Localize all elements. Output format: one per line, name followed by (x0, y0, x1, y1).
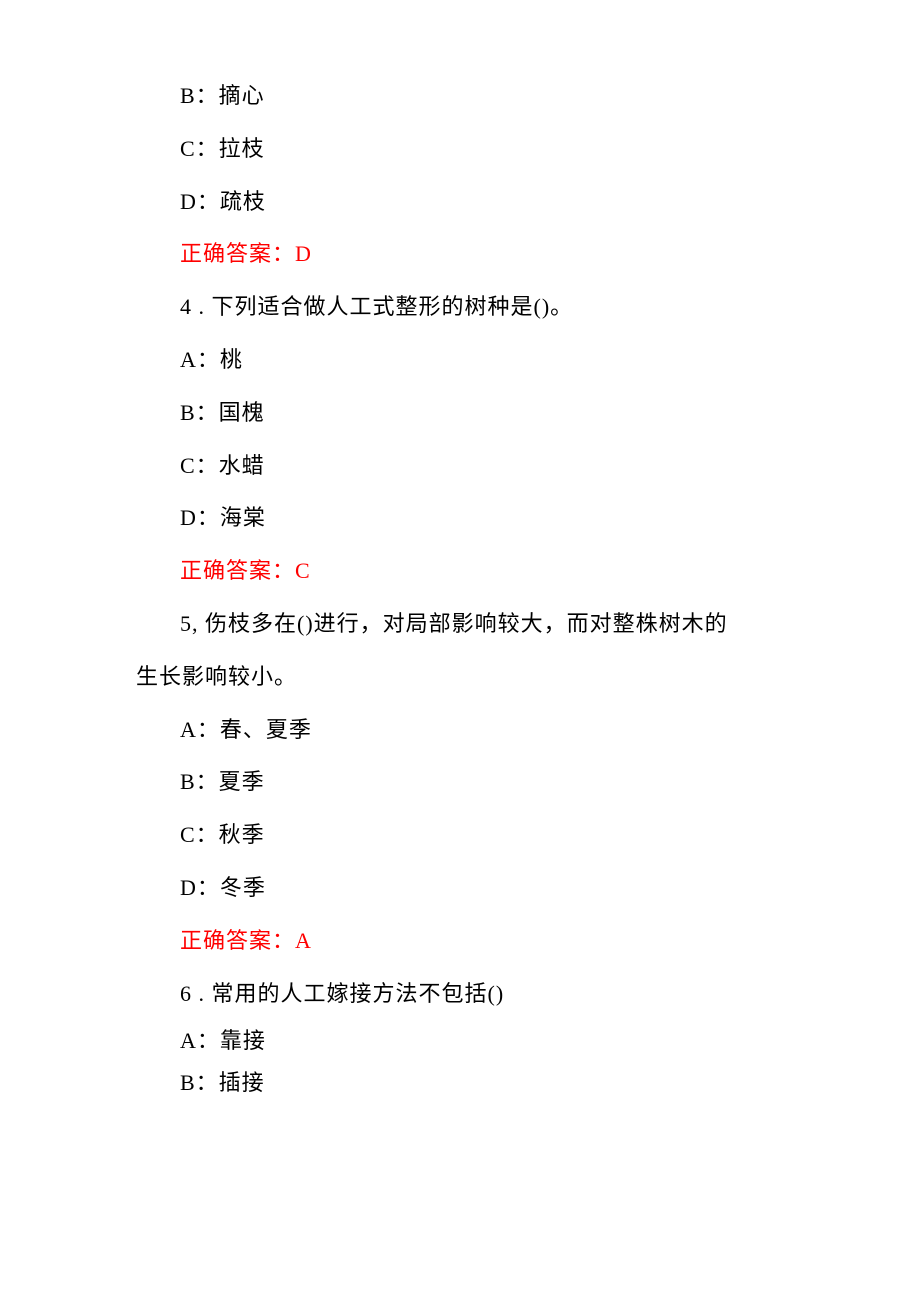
q3-option-c: C：拉枝 (180, 123, 800, 176)
q4-answer: 正确答案：C (180, 545, 800, 598)
q5-option-d: D：冬季 (180, 862, 800, 915)
q5-answer: 正确答案：A (180, 915, 800, 968)
q6-option-a: A：靠接 (180, 1020, 800, 1062)
q4-stem: 4 . 下列适合做人工式整形的树种是()。 (180, 281, 800, 334)
q6-option-b: B：插接 (180, 1062, 800, 1104)
document-page: B：摘心 C：拉枝 D：疏枝 正确答案：D 4 . 下列适合做人工式整形的树种是… (0, 0, 920, 1164)
q3-option-b: B：摘心 (180, 70, 800, 123)
q5-option-c: C：秋季 (180, 809, 800, 862)
q5-stem-line1: 5, 伤枝多在()进行，对局部影响较大，而对整株树木的 (180, 598, 800, 651)
q5-stem-line2: 生长影响较小。 (136, 651, 800, 704)
q3-answer: 正确答案：D (180, 228, 800, 281)
q5-option-b: B：夏季 (180, 756, 800, 809)
q6-stem: 6 . 常用的人工嫁接方法不包括() (180, 968, 800, 1021)
q5-option-a: A：春、夏季 (180, 704, 800, 757)
q4-option-a: A：桃 (180, 334, 800, 387)
q3-option-d: D：疏枝 (180, 176, 800, 229)
q4-option-c: C：水蜡 (180, 440, 800, 493)
q4-option-d: D：海棠 (180, 492, 800, 545)
q4-option-b: B：国槐 (180, 387, 800, 440)
